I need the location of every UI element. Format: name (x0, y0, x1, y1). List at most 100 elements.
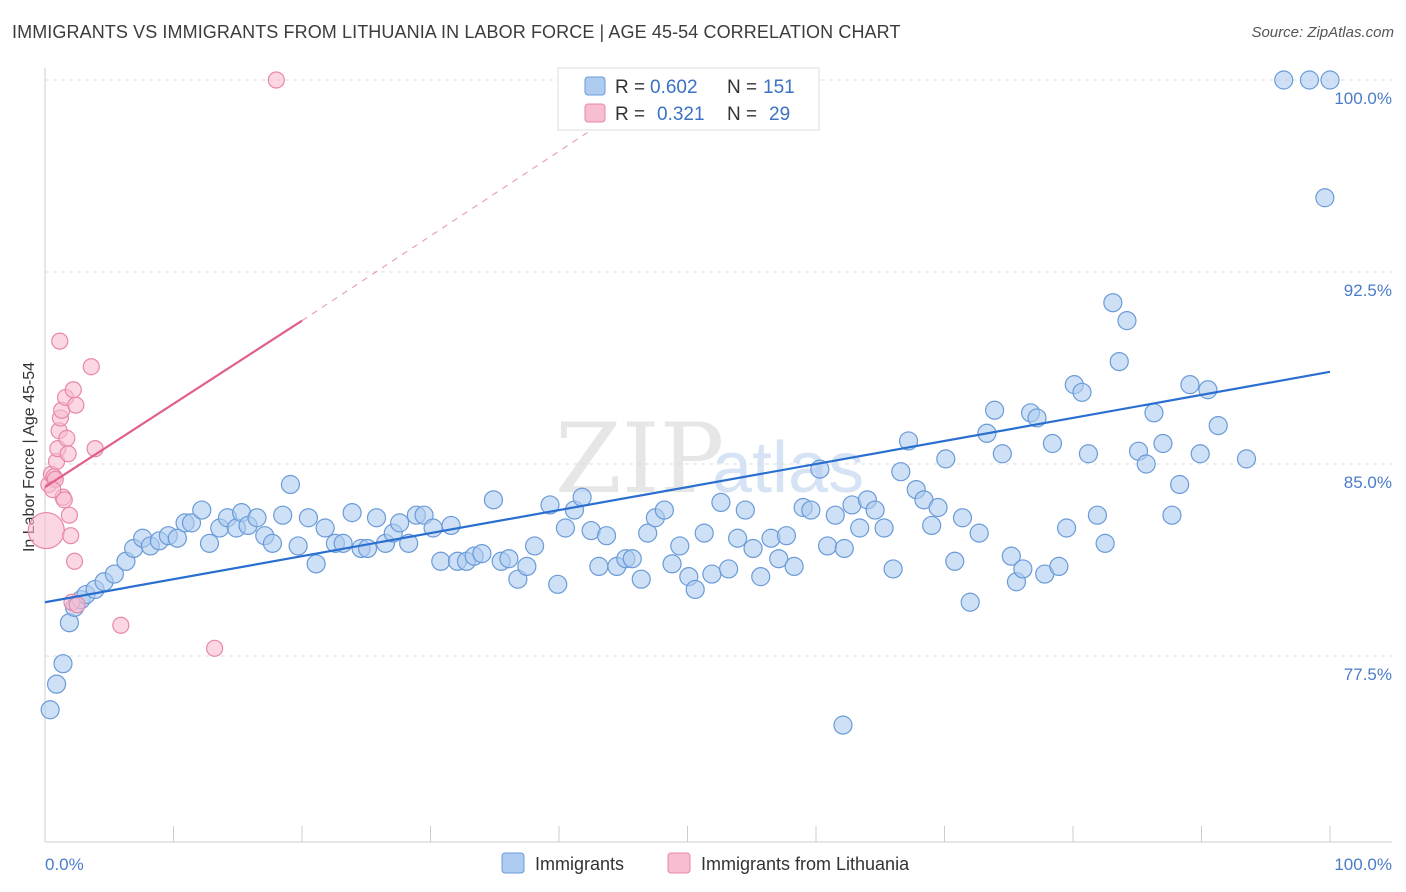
immigrants-point (833, 715, 853, 735)
immigrants-point (922, 515, 942, 536)
x-axis-ticks (44, 826, 1331, 842)
legend-r-label-2: R = (615, 104, 645, 125)
lithuania-point (62, 527, 80, 545)
y-axis-label: In Labor Force | Age 45-54 (21, 362, 38, 552)
x-tick-label-min: 0.0% (45, 855, 84, 874)
lithuania-point (112, 616, 130, 634)
legend-swatch-lithuania (584, 103, 606, 123)
legend-n-label-1: N = (727, 77, 757, 98)
legend-r-value-2: 0.321 (657, 104, 705, 125)
immigrants-point (548, 574, 568, 594)
immigrants-point (891, 462, 911, 482)
lithuania-point (82, 358, 100, 376)
immigrants-point (883, 559, 903, 579)
legend-r-value-1: 0.602 (650, 77, 698, 98)
immigrants-point (1103, 293, 1123, 313)
immigrants-point (638, 523, 658, 543)
bottom-legend-swatch-immigrants (501, 852, 525, 874)
immigrants-point (273, 505, 293, 525)
immigrants-points (40, 70, 1340, 735)
immigrants-point (1013, 559, 1033, 579)
lithuania-point (67, 396, 85, 414)
legend-n-label-2: N = (727, 104, 757, 125)
immigrants-point (622, 549, 642, 569)
immigrants-point (181, 513, 202, 533)
immigrants-point (825, 505, 845, 525)
immigrants-point (1072, 382, 1092, 402)
lithuania-point (55, 491, 73, 509)
immigrants-point (1136, 454, 1156, 474)
lithuania-point (59, 445, 77, 463)
immigrants-point (1315, 188, 1335, 208)
y-tick-labels: 77.5% 85.0% 92.5% 100.0% (1334, 89, 1392, 684)
y-tick-label: 92.5% (1344, 281, 1392, 300)
immigrants-point (524, 536, 545, 556)
immigrants-point (199, 533, 220, 553)
immigrants-point (441, 515, 461, 536)
immigrants-point (952, 508, 973, 528)
immigrants-point (366, 508, 387, 528)
immigrants-point (288, 536, 308, 556)
legend-n-value-1: 151 (763, 77, 795, 98)
immigrants-point (1117, 311, 1137, 331)
trend-lines (44, 99, 1331, 604)
chart-title: IMMIGRANTS VS IMMIGRANTS FROM LITHUANIA … (12, 22, 901, 42)
immigrants-point (572, 487, 592, 507)
lithuania-point (60, 506, 79, 524)
immigrants-point (743, 538, 763, 559)
immigrants-point (865, 500, 885, 520)
immigrants-point (472, 543, 492, 564)
immigrants-point (280, 474, 301, 495)
lithuania-point (44, 481, 62, 499)
immigrants-point (192, 500, 212, 520)
immigrants-point (1162, 505, 1182, 525)
immigrants-point (874, 518, 894, 538)
immigrants-point (1198, 380, 1218, 400)
y-tick-label: 100.0% (1334, 89, 1392, 108)
immigrants-point (298, 508, 319, 528)
lithuania-trend-extension (301, 99, 637, 322)
lithuania-point (27, 511, 65, 550)
immigrants-point (936, 449, 956, 469)
source-label: Source: ZipAtlas.com (1251, 24, 1394, 41)
immigrants-point (499, 549, 519, 569)
immigrants-trend-line (44, 370, 1331, 604)
immigrants-point (985, 400, 1005, 420)
immigrants-point (262, 533, 283, 553)
lithuania-point (65, 552, 84, 570)
bottom-legend-swatch-lithuania (667, 852, 691, 874)
immigrants-point (315, 518, 335, 538)
immigrants-point (1042, 433, 1063, 454)
immigrants-point (1180, 375, 1200, 395)
immigrants-point (834, 538, 854, 559)
y-tick-label: 85.0% (1344, 473, 1392, 492)
bottom-legend-immigrants: Immigrants (535, 854, 624, 874)
immigrants-point (685, 579, 705, 600)
immigrants-point (817, 536, 838, 556)
immigrants-point (1320, 70, 1340, 90)
immigrants-point (1056, 518, 1077, 538)
legend-r-label-1: R = (615, 77, 645, 98)
immigrants-point (1299, 70, 1320, 90)
immigrants-point (662, 554, 682, 574)
immigrants-point (390, 513, 410, 533)
lithuania-point (58, 429, 76, 447)
immigrants-point (53, 654, 73, 674)
immigrants-point (431, 551, 451, 571)
immigrants-point (898, 431, 919, 451)
immigrants-point (769, 549, 789, 569)
immigrants-point (1001, 546, 1021, 566)
lithuania-point (267, 71, 285, 89)
immigrants-point (751, 567, 771, 587)
immigrants-point (589, 556, 609, 577)
immigrants-point (1170, 474, 1190, 495)
immigrants-point (104, 564, 124, 584)
immigrants-point (694, 523, 714, 543)
immigrants-point (711, 492, 731, 512)
immigrants-point (596, 526, 617, 546)
y-tick-label: 77.5% (1344, 665, 1392, 684)
immigrants-point (517, 556, 537, 577)
immigrants-point (1027, 408, 1047, 428)
immigrants-point (247, 508, 267, 528)
immigrants-point (540, 495, 560, 515)
